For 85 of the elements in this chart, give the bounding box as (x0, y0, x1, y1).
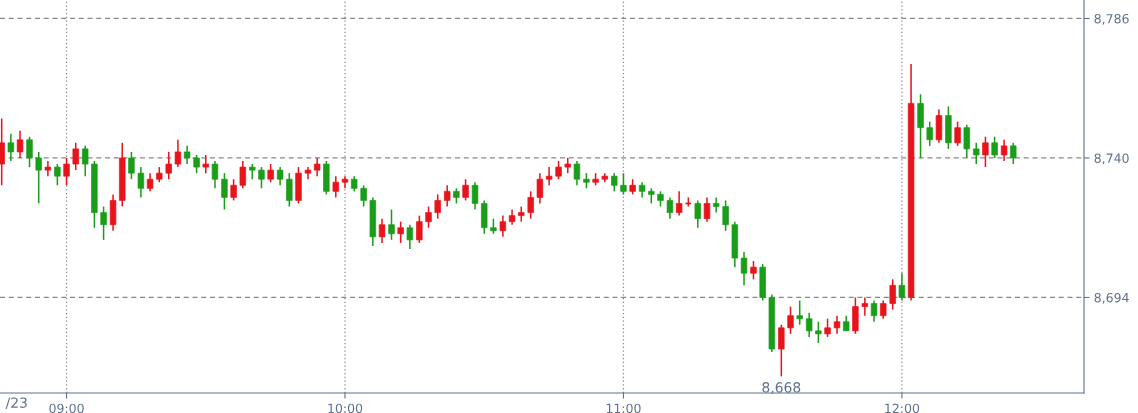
text: /23 (5, 397, 27, 410)
candlestick (146, 172, 154, 193)
candlestick (443, 184, 451, 208)
candlestick (926, 120, 933, 147)
candlestick (703, 196, 711, 223)
x-tick-label: 12:00 (885, 403, 920, 413)
candlestick (573, 160, 581, 187)
candlestick (128, 151, 135, 180)
candlestick (35, 151, 42, 205)
candlestick (833, 314, 841, 335)
candlestick (694, 199, 701, 229)
candlestick (982, 135, 989, 168)
x-tick-label: 11:00 (606, 403, 641, 413)
candlestick (202, 154, 209, 174)
candlestick (712, 196, 720, 214)
candlestick (1000, 139, 1008, 162)
candlestick (174, 139, 182, 168)
candlestick (796, 299, 803, 326)
candlestick (230, 178, 237, 202)
candlestick (63, 157, 70, 187)
candlestick (963, 123, 970, 159)
candlestick (267, 163, 274, 184)
candlestick (787, 305, 794, 335)
candlestick (824, 317, 831, 338)
candlestick (258, 166, 265, 190)
y-tick-label: 8,786 (1094, 13, 1129, 25)
candlestick (611, 172, 618, 193)
candlestick (137, 166, 145, 199)
candlestick (82, 145, 89, 177)
candlestick (722, 199, 729, 232)
candlestick (276, 166, 284, 187)
candlestick (954, 120, 961, 147)
candlestick (165, 151, 172, 180)
candlestick (434, 193, 441, 220)
candlestick (332, 175, 340, 199)
candlestick (397, 220, 404, 244)
candlestick (991, 135, 998, 159)
candlestick (778, 324, 785, 378)
candlestick (880, 299, 887, 320)
candlestick (518, 205, 525, 223)
candlestick (425, 205, 432, 229)
candlestick (499, 214, 507, 238)
candlestick (861, 296, 869, 317)
candlestick (54, 163, 61, 187)
candlestick (740, 251, 748, 287)
candlestick (221, 172, 228, 211)
candlestick (72, 142, 79, 171)
candlestick (536, 172, 544, 205)
candlestick (16, 129, 24, 159)
x-tick-label: 09:00 (49, 403, 84, 413)
candlestick (378, 217, 386, 244)
candlestick (462, 178, 469, 202)
candlestick (239, 160, 247, 190)
candlestick (555, 160, 562, 180)
candlestick (183, 145, 191, 165)
candlestick (870, 299, 878, 323)
candlestick (26, 135, 33, 168)
candlestick (211, 160, 219, 190)
candlestick (750, 260, 757, 281)
candlestick (675, 190, 683, 217)
candlestick (527, 190, 534, 220)
candlestick (313, 157, 321, 177)
candlestick (666, 196, 674, 220)
candlestick (0, 117, 5, 187)
candlestick (815, 320, 822, 344)
candlestick (100, 205, 107, 241)
candlestick (805, 311, 813, 338)
candlestick (898, 272, 906, 302)
candlestick (545, 166, 553, 187)
candlestick (416, 214, 423, 244)
candlestick (7, 132, 15, 162)
y-tick-label: 8,740 (1094, 153, 1129, 165)
candlestick (1010, 142, 1017, 165)
candlestick (360, 184, 367, 208)
candlestick (286, 172, 293, 208)
candlestick (889, 278, 896, 311)
candlestick (471, 181, 479, 211)
annotation: 8,668 (762, 382, 801, 395)
candlestick (388, 208, 395, 241)
candlestick (973, 142, 980, 165)
y-tick-label: 8,694 (1094, 292, 1129, 304)
x-tick-label: 10:00 (328, 403, 363, 413)
candlestick (193, 154, 200, 174)
candlestick (620, 172, 627, 196)
candlestick (406, 223, 414, 250)
